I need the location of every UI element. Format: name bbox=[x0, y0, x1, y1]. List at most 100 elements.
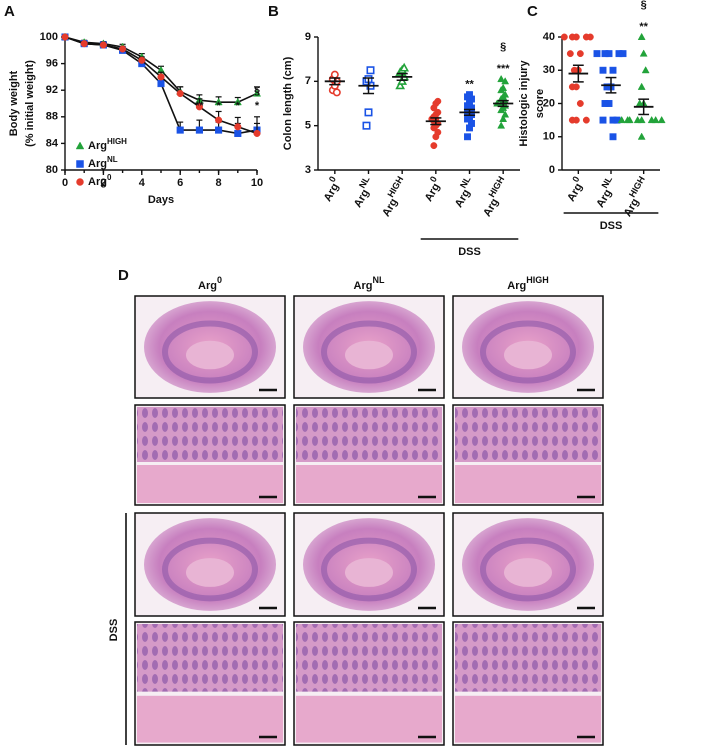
mucosa bbox=[455, 407, 601, 462]
legend-marker bbox=[76, 178, 84, 186]
marker bbox=[582, 116, 590, 124]
marker bbox=[176, 126, 184, 134]
column-label-base: Arg bbox=[354, 280, 373, 292]
marker bbox=[215, 126, 223, 134]
y-tick-label: 84 bbox=[46, 137, 59, 149]
x-tick-label: Arg0 bbox=[419, 175, 445, 204]
x-tick-label-sup: NL bbox=[600, 174, 615, 190]
marker bbox=[330, 70, 339, 79]
x-tick-label-sup: NL bbox=[357, 174, 372, 190]
y-tick-label: 5 bbox=[305, 120, 311, 132]
panel-label: C bbox=[527, 3, 538, 20]
column-label-sup: NL bbox=[372, 275, 384, 285]
annotation: * bbox=[216, 100, 221, 112]
legend-label-sup: 0 bbox=[107, 173, 112, 182]
annotation: ** bbox=[195, 100, 204, 112]
x-tick-label-base: Arg bbox=[380, 196, 400, 218]
mucosa bbox=[296, 624, 442, 692]
y-tick-label: 30 bbox=[543, 64, 555, 76]
submucosa bbox=[455, 465, 601, 503]
marker bbox=[157, 80, 165, 88]
marker bbox=[332, 88, 341, 97]
marker bbox=[657, 115, 666, 124]
y-tick-label: 9 bbox=[305, 31, 311, 43]
x-tick-label: ArgNL bbox=[348, 174, 378, 210]
tissue-ring bbox=[480, 537, 576, 602]
x-tick-label: Arg0 bbox=[318, 175, 344, 204]
marker bbox=[601, 50, 609, 58]
marker bbox=[576, 100, 584, 107]
legend-marker bbox=[76, 160, 84, 168]
lumen bbox=[186, 340, 234, 370]
x-tick-label: Arg0 bbox=[561, 175, 587, 204]
marker bbox=[599, 116, 607, 124]
column-label-base: Arg bbox=[507, 280, 526, 292]
y-tick-label: 100 bbox=[40, 31, 58, 43]
legend-label-sup: NL bbox=[107, 155, 118, 164]
legend-label-base: Arg bbox=[88, 158, 107, 170]
tissue-ring bbox=[321, 320, 417, 384]
marker bbox=[497, 74, 506, 83]
panel-label: A bbox=[4, 3, 15, 20]
x-tick-label-sup: HIGH bbox=[487, 175, 507, 199]
marker bbox=[593, 50, 601, 58]
marker bbox=[603, 83, 611, 91]
row-label: DSS bbox=[108, 619, 120, 642]
y-tick-label: 7 bbox=[305, 75, 311, 87]
marker bbox=[215, 116, 223, 124]
legend-label-base: Arg bbox=[88, 176, 107, 188]
marker bbox=[138, 56, 146, 64]
y-axis-title: Body weight bbox=[8, 70, 20, 136]
legend-label: ArgHIGH bbox=[88, 137, 127, 152]
bracket-label: DSS bbox=[458, 246, 481, 258]
legend-label-base: Arg bbox=[88, 140, 107, 152]
x-tick-label-sup: NL bbox=[458, 174, 473, 190]
x-tick-label: 2 bbox=[100, 177, 106, 189]
marker bbox=[566, 50, 574, 58]
marker bbox=[497, 121, 506, 129]
marker bbox=[586, 33, 594, 41]
x-tick-label: 10 bbox=[251, 177, 263, 189]
marker bbox=[434, 97, 442, 105]
marker bbox=[395, 80, 406, 90]
marker bbox=[501, 90, 510, 98]
marker bbox=[253, 129, 261, 137]
annotation: * bbox=[255, 100, 260, 112]
marker bbox=[252, 89, 262, 97]
column-label-sup: HIGH bbox=[526, 275, 549, 285]
marker bbox=[651, 115, 660, 124]
marker bbox=[568, 33, 576, 41]
x-tick-label: 8 bbox=[216, 177, 222, 189]
marker bbox=[430, 142, 438, 150]
marker bbox=[234, 123, 242, 131]
marker bbox=[576, 50, 584, 58]
y-tick-label: 96 bbox=[46, 58, 58, 70]
marker bbox=[609, 133, 617, 141]
marker bbox=[560, 33, 568, 41]
y-axis-title: score bbox=[534, 89, 546, 118]
lumen bbox=[186, 558, 234, 587]
marker bbox=[637, 32, 646, 40]
x-tick-label-base: Arg bbox=[352, 187, 372, 209]
marker bbox=[568, 116, 576, 124]
mucosa bbox=[455, 624, 601, 692]
annotation: § bbox=[500, 41, 506, 53]
y-tick-label: 40 bbox=[543, 31, 555, 43]
marker bbox=[157, 73, 165, 81]
marker bbox=[464, 133, 471, 141]
annotation: ** bbox=[639, 21, 648, 33]
submucosa bbox=[137, 465, 283, 503]
x-tick-label-sup: 0 bbox=[327, 175, 338, 184]
x-tick-label: ArgNL bbox=[590, 174, 620, 210]
y-tick-label: 88 bbox=[46, 111, 58, 123]
legend-label-sup: HIGH bbox=[107, 137, 127, 146]
x-tick-label: ArgHIGH bbox=[477, 175, 512, 219]
marker bbox=[99, 41, 107, 49]
column-label: Arg0 bbox=[198, 275, 222, 292]
mucosa bbox=[296, 407, 442, 462]
mucosa bbox=[137, 407, 283, 462]
tissue-ring bbox=[162, 320, 258, 384]
marker bbox=[434, 108, 442, 116]
y-tick-label: 80 bbox=[46, 164, 58, 176]
